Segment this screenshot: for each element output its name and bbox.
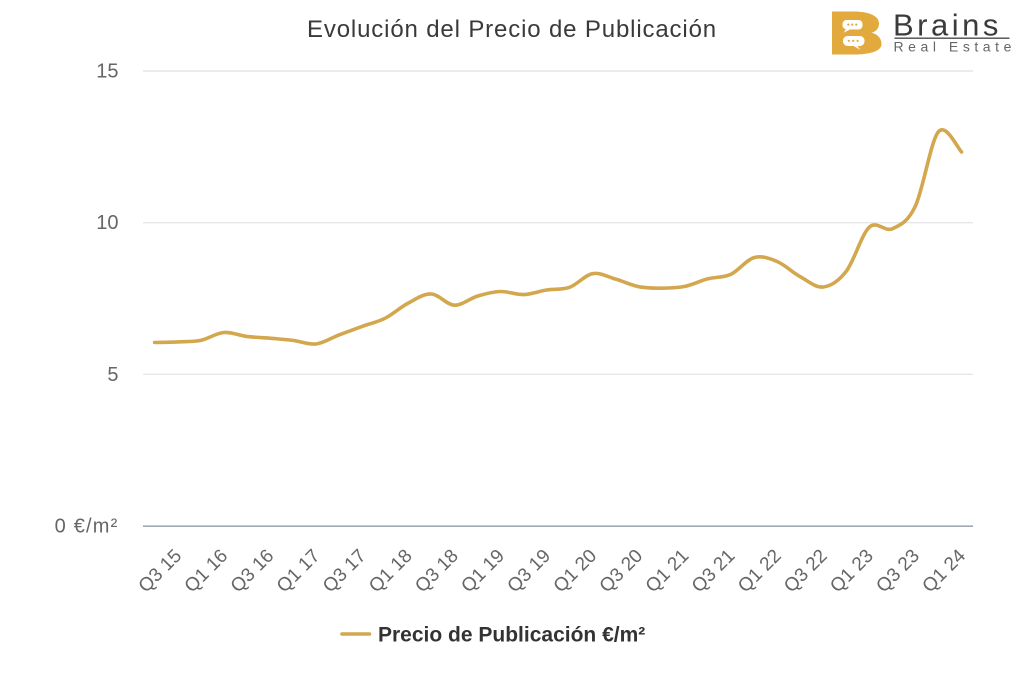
svg-text:Q1 19: Q1 19	[457, 546, 508, 597]
svg-text:Precio de Publicación €/m²: Precio de Publicación €/m²	[378, 624, 645, 647]
svg-text:Q1 20: Q1 20	[550, 546, 601, 597]
svg-text:Q1 17: Q1 17	[273, 546, 324, 597]
svg-text:Q3 20: Q3 20	[596, 546, 647, 597]
svg-text:Brains: Brains	[893, 8, 1002, 43]
svg-text:Real Estate: Real Estate	[894, 39, 1016, 55]
svg-text:15: 15	[96, 61, 118, 83]
svg-text:5: 5	[107, 364, 118, 386]
svg-text:Q1 18: Q1 18	[365, 546, 416, 597]
svg-text:Q3 21: Q3 21	[688, 546, 739, 597]
svg-text:Q3 18: Q3 18	[411, 546, 462, 597]
svg-text:0 €/m²: 0 €/m²	[55, 516, 119, 538]
svg-text:10: 10	[96, 212, 118, 234]
svg-text:Q3 17: Q3 17	[319, 546, 370, 597]
svg-text:Evolución del Precio de Public: Evolución del Precio de Publicación	[307, 16, 717, 43]
svg-text:Q1 24: Q1 24	[919, 545, 971, 597]
svg-text:Q1 22: Q1 22	[734, 546, 785, 597]
svg-text:Q3 19: Q3 19	[504, 546, 555, 597]
svg-text:Q1 23: Q1 23	[826, 546, 877, 597]
svg-text:Q3 15: Q3 15	[135, 546, 186, 597]
svg-text:Q3 16: Q3 16	[227, 546, 278, 597]
svg-text:Q3 23: Q3 23	[872, 546, 923, 597]
svg-text:Q1 16: Q1 16	[181, 546, 232, 597]
svg-text:Q1 21: Q1 21	[642, 546, 693, 597]
svg-text:Q3 22: Q3 22	[780, 546, 831, 597]
